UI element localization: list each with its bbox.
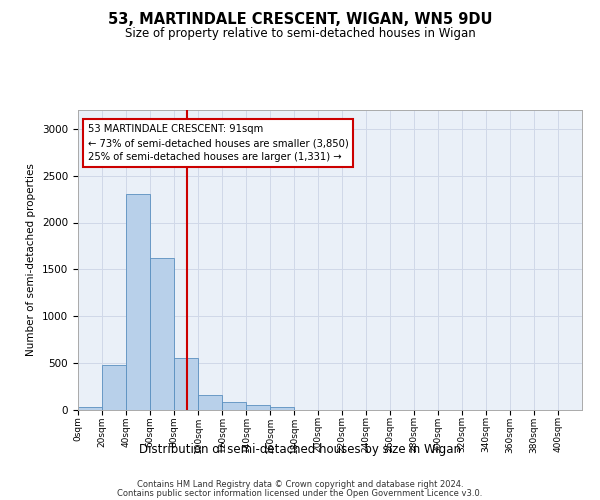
Bar (150, 258, 174, 410)
Bar (78, 407, 102, 410)
Bar (270, 407, 294, 410)
Bar (246, 405, 270, 410)
Text: Distribution of semi-detached houses by size in Wigan: Distribution of semi-detached houses by … (139, 442, 461, 456)
Text: 53, MARTINDALE CRESCENT, WIGAN, WN5 9DU: 53, MARTINDALE CRESCENT, WIGAN, WN5 9DU (108, 12, 492, 28)
Text: Size of property relative to semi-detached houses in Wigan: Size of property relative to semi-detach… (125, 28, 475, 40)
Bar (174, 358, 198, 410)
Text: Contains HM Land Registry data © Crown copyright and database right 2024.: Contains HM Land Registry data © Crown c… (137, 480, 463, 489)
Bar (222, 402, 246, 410)
Bar (126, 194, 150, 410)
Bar (198, 395, 222, 410)
Text: 53 MARTINDALE CRESCENT: 91sqm
← 73% of semi-detached houses are smaller (3,850)
: 53 MARTINDALE CRESCENT: 91sqm ← 73% of s… (88, 124, 349, 162)
Bar (102, 365, 126, 410)
Text: Contains public sector information licensed under the Open Government Licence v3: Contains public sector information licen… (118, 489, 482, 498)
Y-axis label: Number of semi-detached properties: Number of semi-detached properties (26, 164, 37, 356)
